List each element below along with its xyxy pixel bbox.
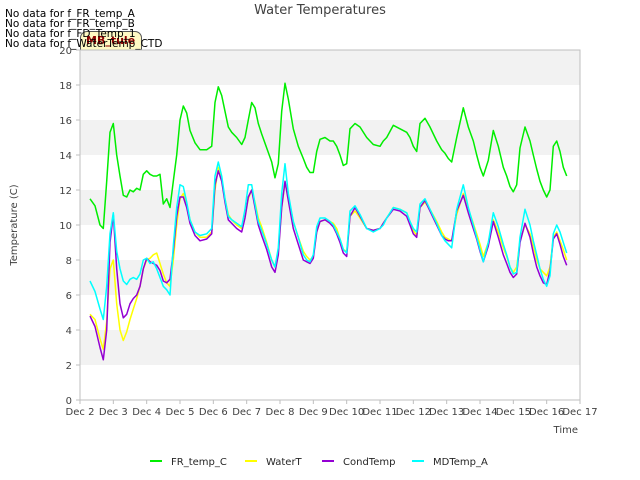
y-tick-label: 14 (59, 151, 72, 162)
legend-label-CondTemp: CondTemp (343, 457, 395, 468)
x-tick-label: Dec 7 (232, 407, 261, 418)
legend-label-MDTemp_A: MDTemp_A (433, 457, 488, 468)
y-tick-label: 6 (66, 291, 72, 302)
y-tick-label: 20 (59, 46, 72, 57)
y-tick-label: 2 (66, 361, 72, 372)
no-data-message-4: No data for f_WaterTemp_CTD (5, 38, 163, 50)
grid-band (80, 190, 580, 225)
grid-bands (80, 50, 580, 365)
series-line-CondTemp (89, 170, 568, 361)
grid-band (80, 50, 580, 85)
no-data-message-3: No data for f_FD_Temp_1 (5, 28, 136, 40)
x-tick-label: Dec 12 (396, 407, 431, 418)
x-axis-label: Time (553, 425, 578, 436)
x-tick-label: Dec 10 (329, 407, 364, 418)
y-tick-label: 16 (59, 116, 72, 127)
x-tick-label: Dec 5 (166, 407, 195, 418)
x-tick-label: Dec 4 (132, 407, 161, 418)
legend-label-WaterT: WaterT (266, 457, 303, 468)
x-axis-ticks: Dec 2 Dec 3 Dec 4 Dec 5 Dec 6 Dec 7 Dec 8 Dec 9… (66, 400, 598, 418)
x-tick-label: Dec 16 (529, 407, 564, 418)
series-line-FR_temp_C (89, 82, 568, 230)
site-badge-label: MB_tule (86, 34, 136, 47)
y-axis-label: Temperature (C) (9, 184, 20, 266)
x-tick-label: Dec 17 (562, 407, 597, 418)
x-tick-label: Dec 13 (429, 407, 464, 418)
x-tick-label: Dec 11 (362, 407, 397, 418)
grid-band (80, 330, 580, 365)
y-tick-label: 4 (66, 326, 72, 337)
y-tick-label: 18 (59, 81, 72, 92)
no-data-message-2: No data for f_FR_temp_B (5, 18, 135, 30)
y-tick-label: 0 (66, 396, 72, 407)
x-tick-label: Dec 8 (266, 407, 295, 418)
chart-title: Water Temperatures (254, 3, 386, 18)
y-tick-label: 12 (59, 186, 72, 197)
x-tick-label: Dec 3 (99, 407, 128, 418)
grid-band (80, 260, 580, 295)
y-axis-ticks: 0 2 4 6 8 10 12 14 16 18 20 (59, 46, 80, 407)
x-tick-label: Dec 14 (462, 407, 497, 418)
grid-band (80, 120, 580, 155)
x-tick-label: Dec 6 (199, 407, 228, 418)
x-tick-label: Dec 2 (66, 407, 95, 418)
y-tick-label: 8 (66, 256, 72, 267)
legend: FR_temp_C WaterT CondTemp MDTemp_A (150, 457, 488, 468)
no-data-message-1: No data for f_FR_temp_A (5, 8, 135, 20)
y-tick-label: 10 (59, 221, 72, 232)
legend-label-FR_temp_C: FR_temp_C (171, 457, 227, 468)
series-line-MDTemp_A (89, 161, 568, 321)
x-tick-label: Dec 15 (496, 407, 531, 418)
series-lines (89, 82, 568, 361)
x-tick-label: Dec 9 (299, 407, 328, 418)
